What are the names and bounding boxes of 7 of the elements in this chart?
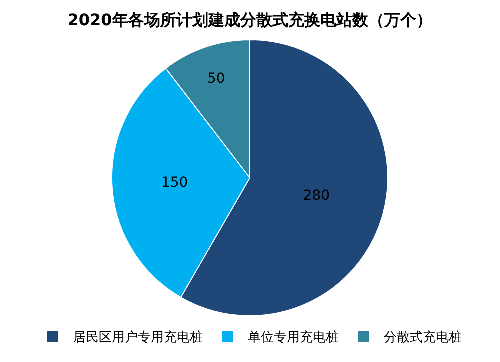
legend-label: 分散式充电桩 xyxy=(384,330,462,346)
data-label: 150 xyxy=(161,174,188,191)
data-label: 50 xyxy=(208,71,226,88)
legend-label: 居民区用户专用充电桩 xyxy=(73,330,203,346)
legend-label: 单位专用充电桩 xyxy=(248,330,339,346)
chart-title: 2020年各场所计划建成分散式充换电站数（万个） xyxy=(68,10,432,30)
data-label: 280 xyxy=(303,188,330,204)
